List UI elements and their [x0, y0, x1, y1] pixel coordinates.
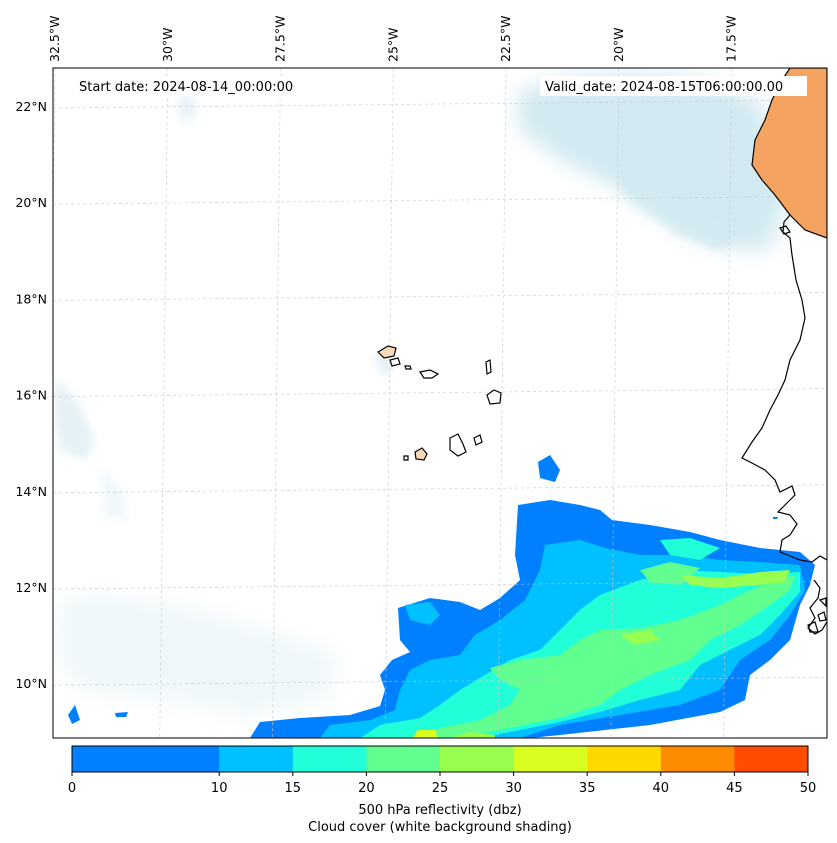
- longitude-tick-label: 30°W: [160, 27, 175, 62]
- africa-land: [751, 68, 827, 239]
- colorbar-tick-label: 40: [653, 781, 670, 796]
- colorbar-segment: [440, 746, 515, 772]
- colorbar-tick-label: 30: [505, 781, 522, 796]
- meridian-line: [610, 68, 620, 738]
- colorbar-tick-label: 0: [68, 781, 76, 796]
- latitude-tick-label: 10°N: [15, 676, 47, 691]
- colorbar: [71, 745, 809, 773]
- colorbar-tick-label: 35: [579, 781, 596, 796]
- valid-date-box: [540, 76, 807, 96]
- longitude-tick-label: 22.5°W: [498, 16, 513, 62]
- reflectivity-contour-3: [420, 575, 795, 738]
- colorbar-tick-label: 45: [726, 781, 743, 796]
- meridian-line: [272, 68, 281, 738]
- colorbar-segment: [513, 746, 588, 772]
- colorbar-tick-label: 50: [800, 781, 817, 796]
- colorbar-segment: [734, 746, 809, 772]
- meridian-line: [497, 68, 507, 738]
- colorbar-tick-label: 10: [211, 781, 228, 796]
- start-date-label: Start date: 2024-08-14_00:00:00: [79, 80, 293, 95]
- colorbar-segment: [145, 746, 220, 772]
- latitude-labels: 22°N 20°N 18°N 16°N 14°N 12°N 10°N: [15, 99, 47, 691]
- reflectivity-contour-4: [680, 570, 790, 588]
- africa-coastline: [741, 214, 827, 635]
- reflectivity-contour-0: [538, 455, 560, 482]
- graticule: [53, 68, 827, 738]
- reflectivity-contour-0: [68, 705, 80, 724]
- colorbar-tick-label: 20: [358, 781, 375, 796]
- valid-date-label: Valid_date: 2024-08-15T06:00:00.00: [545, 80, 783, 95]
- colorbar-ticks: 0 10 15 20 25 30 35 40 45 50: [68, 772, 816, 796]
- reflectivity-contour-2: [660, 538, 720, 560]
- colorbar-segment: [660, 746, 735, 772]
- latitude-tick-label: 22°N: [15, 99, 47, 114]
- latitude-tick-label: 16°N: [15, 388, 47, 403]
- latitude-tick-label: 18°N: [15, 291, 47, 306]
- meridian-line: [384, 68, 394, 738]
- colorbar-segment: [366, 746, 441, 772]
- reflectivity-contour-5: [412, 730, 438, 738]
- cloud-cover-shading: [55, 74, 790, 715]
- latitude-tick-label: 20°N: [15, 195, 47, 210]
- cape-verde-islands: [377, 345, 502, 461]
- longitude-tick-label: 17.5°W: [724, 16, 739, 62]
- colorbar-segment: [587, 746, 662, 772]
- longitude-labels: 32.5°W 30°W 27.5°W 25°W 22.5°W 20°W 17.5°W: [47, 16, 739, 62]
- reflectivity-contour-0: [115, 712, 128, 717]
- meridian-line: [723, 68, 732, 738]
- colorbar-segment: [219, 746, 294, 772]
- reflectivity-contour-4: [450, 732, 495, 738]
- longitude-tick-label: 27.5°W: [273, 16, 288, 62]
- colorbar-tick-label: 25: [432, 781, 449, 796]
- colorbar-segment: [292, 746, 367, 772]
- colorbar-sublabel: Cloud cover (white background shading): [308, 820, 572, 835]
- start-date-box: [74, 76, 314, 96]
- reflectivity-contour-4: [620, 630, 660, 645]
- colorbar-segment: [72, 746, 147, 772]
- reflectivity-contour-1: [405, 602, 440, 625]
- longitude-tick-label: 20°W: [611, 27, 626, 62]
- colorbar-tick-label: 15: [285, 781, 302, 796]
- latitude-tick-label: 12°N: [15, 580, 47, 595]
- longitude-tick-label: 25°W: [385, 27, 400, 62]
- latitude-tick-label: 14°N: [15, 484, 47, 499]
- colorbar-label: 500 hPa reflectivity (dbz): [358, 803, 521, 818]
- map-frame: [52, 67, 828, 739]
- longitude-tick-label: 32.5°W: [47, 16, 62, 62]
- meridian-line: [159, 68, 169, 738]
